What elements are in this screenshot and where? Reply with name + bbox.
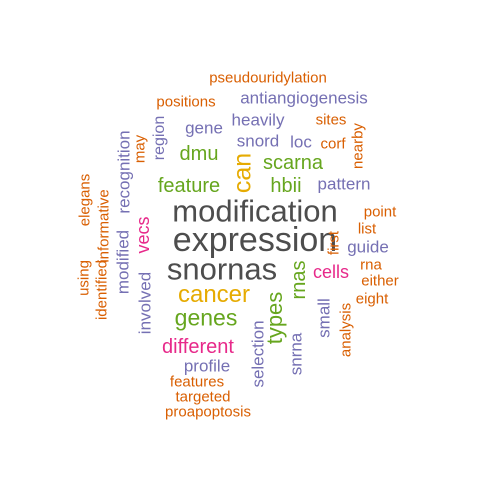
word-features: features [169,373,225,391]
word-gene: gene [185,118,223,138]
word-identified: identified [93,259,111,321]
word-profile: profile [183,356,231,376]
word-eight: eight [355,290,389,308]
word-selection: selection [248,320,268,388]
word-targeted: targeted [175,388,231,406]
word-corf: corf [320,135,346,153]
word-may: may [131,134,149,164]
word-hbii: hbii [270,175,302,197]
word-using: using [75,260,93,296]
word-region: region [151,115,168,161]
word-heavily: heavily [231,110,285,130]
word-loc: loc [290,132,312,152]
word-nearby: nearby [349,123,367,169]
word-modified: modified [113,229,133,295]
word-list: list [357,220,377,238]
word-proapoptosis: proapoptosis [165,403,251,421]
word-pseudouridylation: pseudouridylation [209,69,327,87]
word-genes: genes [174,304,238,331]
word-snornas: snornas [166,251,278,287]
word-antiangiogenesis: antiangiogenesis [240,88,368,108]
word-sites: sites [315,111,347,129]
word-snrna: snrna [286,332,306,376]
word-scarna: scarna [262,152,324,174]
word-elegans: elegans [76,173,94,227]
word-first: first [325,230,343,256]
word-snord: snord [236,131,280,151]
word-expression: expression [172,221,338,259]
word-small: small [314,298,334,338]
word-modification: modification [172,193,338,229]
word-recognition: recognition [114,130,134,214]
word-involved: involved [135,271,155,335]
word-rna: rna [360,256,382,274]
word-cancer: cancer [177,281,251,308]
word-different: different [162,336,234,358]
word-informative: informative [95,189,113,263]
word-cells: cells [312,262,350,282]
word-positions: positions [156,93,216,111]
word-pattern: pattern [317,174,371,194]
word-rnas: rnas [288,260,310,300]
word-analysis: analysis [337,302,355,358]
word-guide: guide [347,237,389,257]
word-point: point [363,203,397,221]
word-feature: feature [157,175,221,197]
word-either: either [361,272,399,290]
word-vecs: vecs [133,216,153,254]
word-dmu: dmu [179,143,219,165]
word-can: can [228,152,257,194]
